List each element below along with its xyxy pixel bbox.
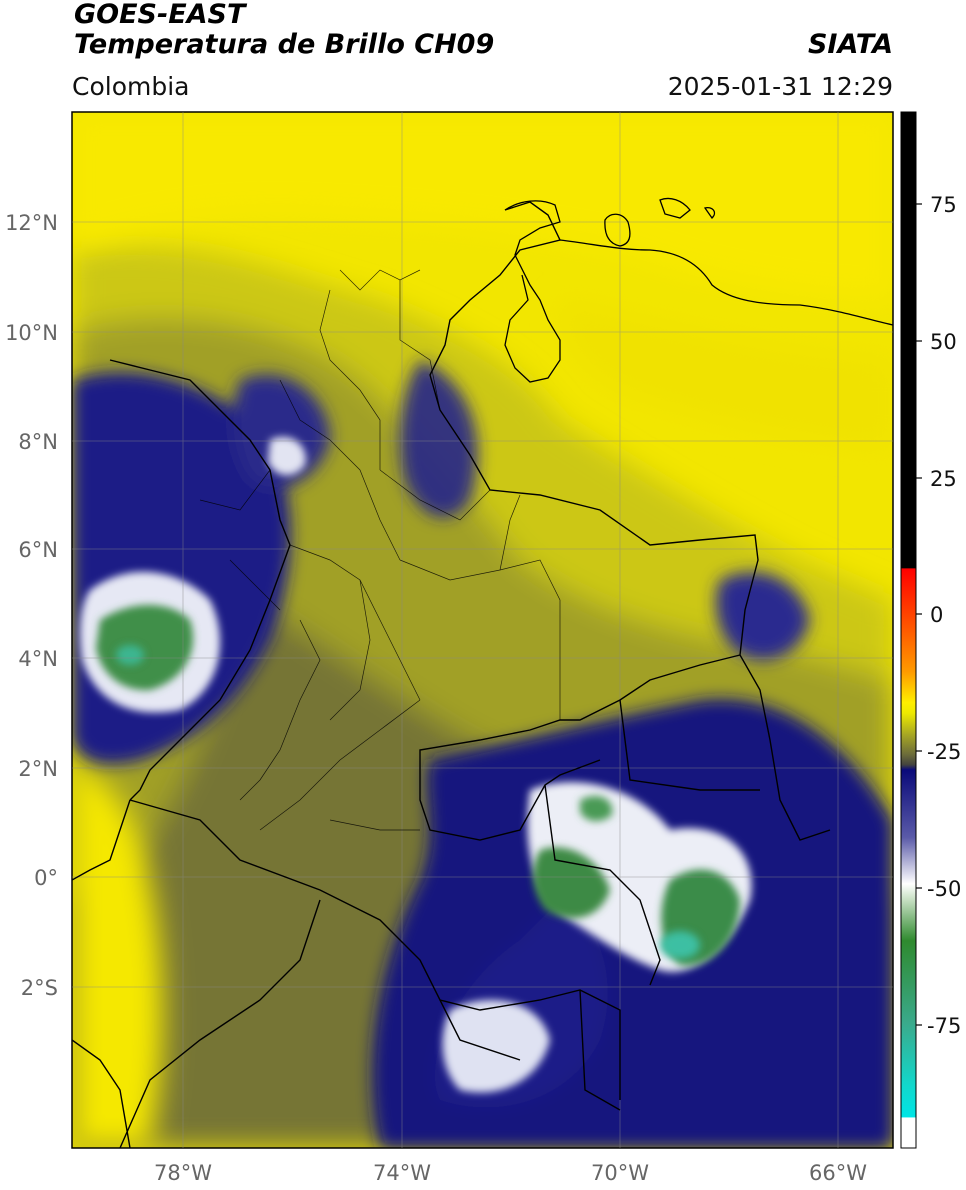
- lat-label: 10°N: [5, 321, 58, 345]
- latitude-labels: 12°N 10°N 8°N 6°N 4°N 2°N 0° 2°S: [5, 211, 58, 1000]
- lat-label: 2°S: [21, 976, 58, 1000]
- lat-label: 0°: [34, 866, 58, 890]
- colorbar-tick: 50: [930, 330, 957, 354]
- product-title: Temperatura de Brillo CH09: [74, 29, 495, 60]
- lon-label: 78°W: [154, 1161, 212, 1185]
- brightness-temperature-field: [72, 112, 893, 1148]
- lat-label: 6°N: [18, 538, 58, 562]
- region-label: Colombia: [72, 72, 190, 101]
- lat-label: 2°N: [18, 757, 58, 781]
- graticule: [72, 112, 893, 1148]
- department-borders: [199, 269, 561, 831]
- longitude-labels: 78°W 74°W 70°W 66°W: [154, 1161, 867, 1185]
- colorbar-tick: -75: [927, 1014, 961, 1038]
- lon-label: 70°W: [591, 1161, 649, 1185]
- satellite-title: GOES-EAST: [74, 0, 246, 30]
- colorbar-gradient: [900, 111, 917, 1149]
- coastline: [504, 197, 893, 383]
- colorbar: 75 50 25 0 -25 -50 -75: [900, 111, 961, 1149]
- lon-label: 74°W: [373, 1161, 431, 1185]
- datetime-label: 2025-01-31 12:29: [667, 72, 893, 101]
- lat-label: 4°N: [18, 647, 58, 671]
- map-frame: [71, 111, 894, 1149]
- colorbar-tick: -25: [927, 740, 961, 764]
- colorbar-tick: 75: [930, 193, 957, 217]
- agency-label: SIATA: [807, 29, 893, 60]
- lat-label: 8°N: [18, 430, 58, 454]
- colorbar-tick: 25: [930, 467, 957, 491]
- colorbar-tick: -50: [927, 877, 961, 901]
- country-borders: [72, 201, 831, 1148]
- lat-label: 12°N: [5, 211, 58, 235]
- colorbar-tick: 0: [930, 603, 943, 627]
- lon-label: 66°W: [809, 1161, 867, 1185]
